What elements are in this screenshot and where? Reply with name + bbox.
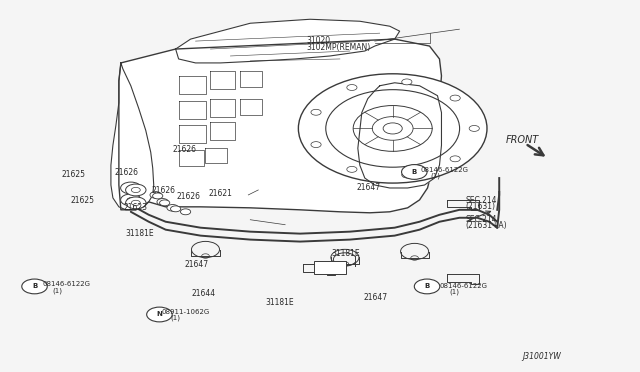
Circle shape xyxy=(401,164,427,179)
Circle shape xyxy=(402,79,412,85)
Circle shape xyxy=(180,209,191,215)
Circle shape xyxy=(170,206,180,212)
Text: (1): (1) xyxy=(52,287,62,294)
Text: J31001YW: J31001YW xyxy=(523,352,561,361)
Text: 21647: 21647 xyxy=(357,183,381,192)
Circle shape xyxy=(120,194,141,206)
Text: 31181E: 31181E xyxy=(266,298,294,307)
Circle shape xyxy=(402,172,412,178)
Circle shape xyxy=(131,187,140,193)
Text: FRONT: FRONT xyxy=(506,135,540,145)
Circle shape xyxy=(22,279,47,294)
Text: 21647: 21647 xyxy=(364,293,387,302)
Circle shape xyxy=(347,84,357,90)
Text: 21644: 21644 xyxy=(191,289,216,298)
Polygon shape xyxy=(119,39,442,213)
Circle shape xyxy=(298,74,487,183)
Text: B: B xyxy=(424,283,429,289)
Text: N: N xyxy=(157,311,163,317)
Circle shape xyxy=(347,166,357,172)
Text: (1): (1) xyxy=(430,173,440,179)
Text: 08146-6122G: 08146-6122G xyxy=(43,281,91,287)
Circle shape xyxy=(159,200,170,206)
Text: 21623: 21623 xyxy=(124,203,148,212)
Circle shape xyxy=(157,199,168,205)
Text: 08911-1062G: 08911-1062G xyxy=(162,308,210,315)
Text: 31181E: 31181E xyxy=(332,249,360,258)
Circle shape xyxy=(152,193,163,199)
Polygon shape xyxy=(111,63,154,210)
Circle shape xyxy=(311,142,321,148)
Text: 21626: 21626 xyxy=(177,192,200,201)
Bar xyxy=(314,261,346,274)
Text: (1): (1) xyxy=(170,315,180,321)
Circle shape xyxy=(167,205,179,211)
Circle shape xyxy=(120,182,141,194)
Circle shape xyxy=(125,184,146,196)
Text: SEC.214: SEC.214 xyxy=(465,215,497,224)
Text: 21647: 21647 xyxy=(185,260,209,269)
Text: B: B xyxy=(32,283,37,289)
Text: 08146-6122G: 08146-6122G xyxy=(440,283,488,289)
Text: 21621: 21621 xyxy=(209,189,232,198)
Text: 31020: 31020 xyxy=(306,36,330,45)
Text: 21626: 21626 xyxy=(115,168,139,177)
Circle shape xyxy=(150,192,161,198)
Text: 3102MP(REMAN): 3102MP(REMAN) xyxy=(306,43,370,52)
Circle shape xyxy=(414,279,440,294)
Text: (21631+A): (21631+A) xyxy=(465,221,507,230)
Text: B: B xyxy=(412,169,417,175)
Text: 08146-6122G: 08146-6122G xyxy=(420,167,468,173)
Text: SEC.214: SEC.214 xyxy=(465,196,497,205)
Circle shape xyxy=(131,200,140,205)
Text: 21626: 21626 xyxy=(151,186,175,195)
Circle shape xyxy=(450,95,460,101)
Circle shape xyxy=(127,198,134,202)
Circle shape xyxy=(469,125,479,131)
Text: 31181E: 31181E xyxy=(125,229,154,238)
Text: 21626: 21626 xyxy=(172,145,196,154)
Circle shape xyxy=(450,156,460,162)
Text: 21625: 21625 xyxy=(62,170,86,179)
Circle shape xyxy=(127,186,134,190)
Text: (21631): (21631) xyxy=(465,202,495,211)
Text: (1): (1) xyxy=(449,289,460,295)
Circle shape xyxy=(125,197,146,209)
Circle shape xyxy=(311,109,321,115)
Text: 21625: 21625 xyxy=(70,196,94,205)
Polygon shape xyxy=(358,83,442,188)
Polygon shape xyxy=(175,19,399,63)
Circle shape xyxy=(147,307,172,322)
